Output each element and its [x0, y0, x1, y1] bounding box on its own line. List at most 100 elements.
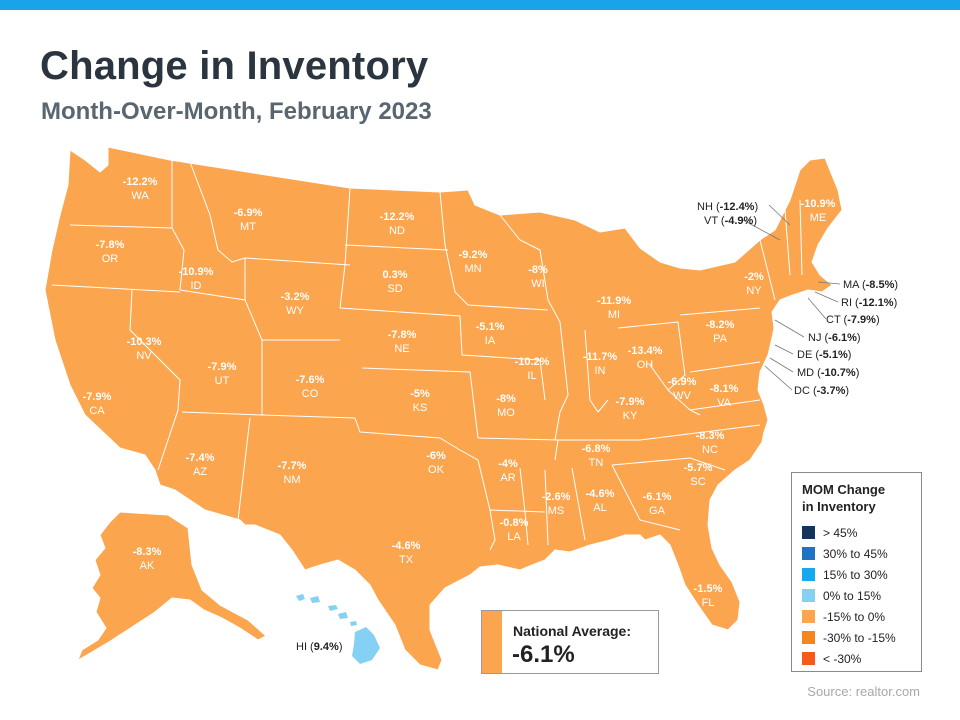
state-value-tx: -4.6% — [392, 540, 421, 552]
state-label-in: -11.7% IN — [583, 351, 617, 377]
state-value-wi: -8% — [528, 264, 548, 276]
state-value-az: -7.4% — [186, 452, 215, 464]
state-value-wv: -6.9% — [668, 376, 697, 388]
state-label-wv: -6.9% WV — [668, 376, 697, 402]
state-code-ky: KY — [623, 410, 638, 422]
page-title: Change in Inventory — [40, 44, 429, 88]
state-value-ga: -6.1% — [643, 491, 672, 503]
state-label-nd: -12.2% ND — [380, 211, 415, 237]
state-value-oh: -13.4% — [628, 345, 663, 357]
state-label-wy: -3.2% WY — [281, 291, 310, 317]
callout-value-de: -5.1% — [819, 349, 848, 361]
state-value-al: -4.6% — [586, 488, 615, 500]
state-label-or: -7.8% OR — [96, 239, 125, 265]
state-label-tx: -4.6% TX — [392, 540, 421, 566]
state-label-co: -7.6% CO — [296, 374, 325, 400]
callout-value-hi: 9.4% — [314, 641, 339, 653]
legend-swatch — [802, 547, 815, 560]
state-label-nc: -8.3% NC — [696, 430, 725, 456]
state-label-ut: -7.9% UT — [208, 361, 237, 387]
state-code-sc: SC — [690, 476, 705, 488]
state-value-id: -10.9% — [179, 266, 214, 278]
state-value-ia: -5.1% — [476, 321, 505, 333]
legend-item: 30% to 45% — [802, 543, 911, 564]
state-label-sd: 0.3% SD — [382, 269, 407, 295]
callout-label-dc: DC (-3.7%) — [794, 385, 849, 397]
state-label-fl: -1.5% FL — [694, 583, 723, 609]
state-label-wa: -12.2% WA — [123, 176, 158, 202]
national-average-swatch — [482, 611, 502, 673]
legend-item: -15% to 0% — [802, 606, 911, 627]
callout-code-nj: NJ ( — [808, 332, 829, 344]
state-code-ks: KS — [413, 402, 428, 414]
state-value-ky: -7.9% — [616, 396, 645, 408]
state-value-ks: -5% — [410, 388, 430, 400]
state-value-fl: -1.5% — [694, 583, 723, 595]
callout-label-nj: NJ (-6.1%) — [808, 332, 861, 344]
state-value-wy: -3.2% — [281, 291, 310, 303]
callout-code-nh: NH ( — [697, 201, 720, 213]
state-label-ok: -6% OK — [426, 450, 446, 476]
state-code-ga: GA — [649, 505, 666, 517]
state-code-wy: WY — [286, 305, 304, 317]
legend-label: 0% to 15% — [823, 588, 882, 603]
state-label-tn: -6.8% TN — [582, 443, 611, 469]
callout-label-nh: NH (-12.4%) — [697, 201, 758, 213]
state-code-ia: IA — [485, 335, 496, 347]
state-value-ok: -6% — [426, 450, 446, 462]
legend-item: -30% to -15% — [802, 627, 911, 648]
state-label-az: -7.4% AZ — [186, 452, 215, 478]
callout-value-md: -10.7% — [821, 367, 856, 379]
callout-code-ma: MA ( — [843, 279, 866, 291]
state-code-in: IN — [595, 365, 606, 377]
legend-title-line2: in Inventory — [802, 499, 876, 514]
state-label-il: -10.2% IL — [515, 356, 550, 382]
callout-label-ri: RI (-12.1%) — [841, 297, 897, 309]
state-code-ar: AR — [500, 472, 515, 484]
legend: MOM Change in Inventory > 45% 30% to 45% 1… — [791, 472, 922, 672]
state-label-ak: -8.3% AK — [133, 546, 162, 572]
legend-swatch — [802, 631, 815, 644]
state-label-sc: -5.7% SC — [684, 462, 713, 488]
alaska-shape — [77, 511, 267, 661]
state-value-la: -0.8% — [500, 517, 529, 529]
state-label-oh: -13.4% OH — [628, 345, 663, 371]
top-accent-bar — [0, 0, 960, 10]
callout-label-ct: CT (-7.9%) — [826, 314, 880, 326]
callout-code-dc: DC ( — [794, 385, 817, 397]
state-code-nc: NC — [702, 444, 718, 456]
state-label-mo: -8% MO — [496, 393, 516, 419]
legend-label: 30% to 45% — [823, 546, 888, 561]
state-value-il: -10.2% — [515, 356, 550, 368]
callout-value-ri: -12.1% — [859, 297, 894, 309]
state-value-sd: 0.3% — [382, 269, 407, 281]
state-code-oh: OH — [637, 359, 654, 371]
state-code-me: ME — [810, 212, 827, 224]
state-code-co: CO — [302, 388, 319, 400]
state-code-sd: SD — [387, 283, 402, 295]
callout-close-ct: ) — [876, 314, 880, 326]
state-value-ca: -7.9% — [83, 391, 112, 403]
state-code-ut: UT — [215, 375, 230, 387]
state-value-ms: -2.6% — [542, 491, 571, 503]
state-value-in: -11.7% — [583, 351, 617, 363]
state-code-id: ID — [191, 280, 202, 292]
state-code-ms: MS — [548, 505, 565, 517]
state-code-fl: FL — [702, 597, 715, 609]
legend-label: 15% to 30% — [823, 567, 888, 582]
state-label-ky: -7.9% KY — [616, 396, 645, 422]
state-value-nm: -7.7% — [278, 460, 307, 472]
callout-close-nh: ) — [754, 201, 758, 213]
state-value-co: -7.6% — [296, 374, 325, 386]
state-value-nv: -10.3% — [127, 336, 162, 348]
callout-code-hi: HI ( — [296, 641, 314, 653]
state-label-al: -4.6% AL — [586, 488, 615, 514]
callout-value-ct: -7.9% — [847, 314, 876, 326]
callout-code-ri: RI ( — [841, 297, 859, 309]
state-value-tn: -6.8% — [582, 443, 611, 455]
state-code-ny: NY — [746, 285, 762, 297]
legend-swatch — [802, 568, 815, 581]
state-label-nm: -7.7% NM — [278, 460, 307, 486]
state-label-mt: -6.9% MT — [234, 207, 263, 233]
